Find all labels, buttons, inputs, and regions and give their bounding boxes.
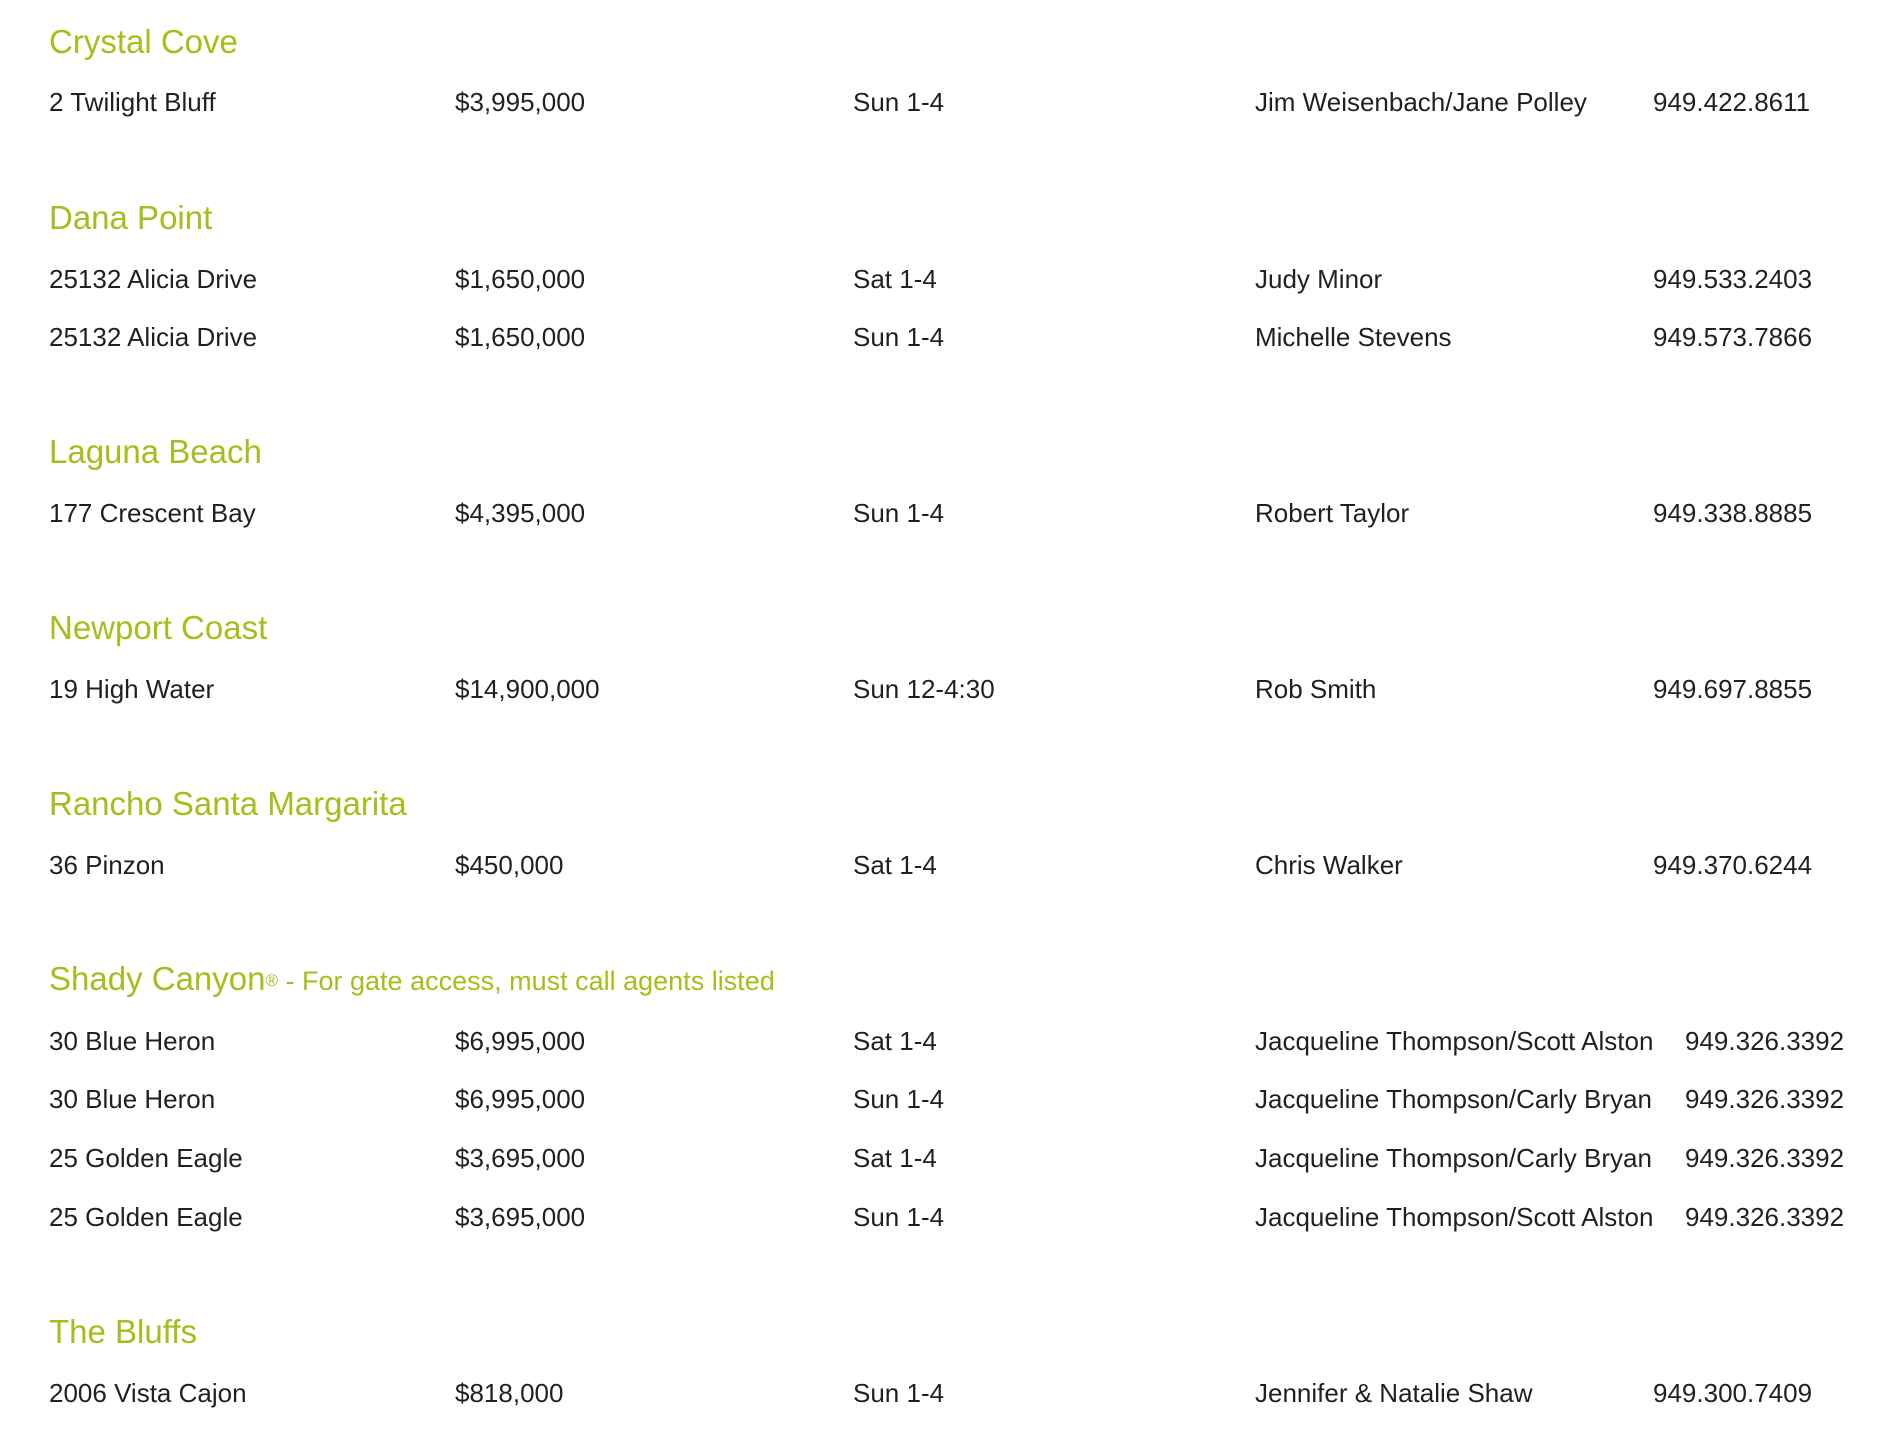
listing-time: Sun 1-4 bbox=[853, 1084, 945, 1114]
listing-row: 25 Golden Eagle $3,695,000 Sun 1-4 Jacqueli… bbox=[0, 1199, 1893, 1235]
listing-row: 36 Pinzon $450,000 Sat 1-4 Chris Walker 949.… bbox=[0, 847, 1893, 883]
listing-agent: Michelle Stevens bbox=[1255, 322, 1452, 352]
listing-time: Sun 1-4 bbox=[853, 322, 945, 352]
listing-row: 25132 Alicia Drive $1,650,000 Sun 1-4 Miche… bbox=[0, 319, 1893, 355]
listing-agent: Jacqueline Thompson/Carly Bryan bbox=[1255, 1143, 1652, 1173]
listing-agent: Jennifer & Natalie Shaw bbox=[1255, 1378, 1533, 1408]
section-title: Rancho Santa Margarita bbox=[49, 785, 407, 822]
listing-address: 36 Pinzon bbox=[49, 850, 165, 880]
listing-time: Sat 1-4 bbox=[853, 850, 937, 880]
listing-address: 19 High Water bbox=[49, 674, 215, 704]
listing-row: 25 Golden Eagle $3,695,000 Sat 1-4 Jacqueli… bbox=[0, 1140, 1893, 1176]
section-heading: The Bluffs bbox=[49, 1312, 197, 1352]
listing-price: $1,650,000 bbox=[455, 264, 586, 294]
section-heading: Rancho Santa Margarita bbox=[49, 784, 407, 824]
section-title: Laguna Beach bbox=[49, 433, 262, 470]
listing-phone: 949.338.8885 bbox=[1653, 498, 1813, 528]
listing-row: 177 Crescent Bay $4,395,000 Sun 1-4 Robert … bbox=[0, 495, 1893, 531]
listing-price: $1,650,000 bbox=[455, 322, 586, 352]
listing-address: 30 Blue Heron bbox=[49, 1026, 216, 1056]
listing-price: $4,395,000 bbox=[455, 498, 586, 528]
listing-price: $6,995,000 bbox=[455, 1026, 586, 1056]
listing-phone: 949.326.3392 bbox=[1685, 1143, 1845, 1173]
listing-address: 25132 Alicia Drive bbox=[49, 322, 258, 352]
listing-phone: 949.422.8611 bbox=[1653, 87, 1811, 117]
listing-agent: Jim Weisenbach/Jane Polley bbox=[1255, 87, 1587, 117]
section-title: Dana Point bbox=[49, 199, 213, 236]
listing-agent: Jacqueline Thompson/Scott Alston bbox=[1255, 1202, 1654, 1232]
section-heading: Shady Canyon® - For gate access, must ca… bbox=[49, 959, 775, 1001]
listing-row: 2 Twilight Bluff $3,995,000 Sun 1-4 Jim Wei… bbox=[0, 84, 1893, 120]
listing-address: 25132 Alicia Drive bbox=[49, 264, 258, 294]
listing-phone: 949.573.7866 bbox=[1653, 322, 1813, 352]
listing-price: $3,995,000 bbox=[455, 87, 586, 117]
listing-address: 2 Twilight Bluff bbox=[49, 87, 216, 117]
listing-time: Sun 1-4 bbox=[853, 87, 945, 117]
section-heading: Laguna Beach bbox=[49, 432, 262, 472]
listing-agent: Robert Taylor bbox=[1255, 498, 1410, 528]
section-note: - For gate access, must call agents list… bbox=[278, 966, 775, 996]
listing-address: 25 Golden Eagle bbox=[49, 1202, 243, 1232]
listing-price: $14,900,000 bbox=[455, 674, 600, 704]
listing-price: $450,000 bbox=[455, 850, 564, 880]
listing-price: $6,995,000 bbox=[455, 1084, 586, 1114]
listing-price: $818,000 bbox=[455, 1378, 564, 1408]
listing-agent: Jacqueline Thompson/Scott Alston bbox=[1255, 1026, 1654, 1056]
listing-address: 25 Golden Eagle bbox=[49, 1143, 243, 1173]
section-heading: Dana Point bbox=[49, 198, 212, 238]
section-title: Shady Canyon bbox=[49, 960, 266, 997]
registered-mark: ® bbox=[265, 971, 279, 990]
listing-agent: Jacqueline Thompson/Carly Bryan bbox=[1255, 1084, 1652, 1114]
listing-time: Sat 1-4 bbox=[853, 1026, 937, 1056]
listing-time: Sun 1-4 bbox=[853, 498, 945, 528]
listing-phone: 949.300.7409 bbox=[1653, 1378, 1813, 1408]
listing-phone: 949.326.3392 bbox=[1685, 1202, 1845, 1232]
listing-phone: 949.326.3392 bbox=[1685, 1026, 1845, 1056]
section-title: The Bluffs bbox=[49, 1313, 197, 1350]
listing-address: 2006 Vista Cajon bbox=[49, 1378, 247, 1408]
listing-time: Sat 1-4 bbox=[853, 1143, 937, 1173]
listing-row: 30 Blue Heron $6,995,000 Sat 1-4 Jacqueline… bbox=[0, 1023, 1893, 1059]
listing-row: 30 Blue Heron $6,995,000 Sun 1-4 Jacqueline… bbox=[0, 1081, 1893, 1117]
section-heading: Newport Coast bbox=[49, 608, 267, 648]
listing-phone: 949.697.8855 bbox=[1653, 674, 1813, 704]
listing-phone: 949.326.3392 bbox=[1685, 1084, 1845, 1114]
listing-time: Sun 12-4:30 bbox=[853, 674, 995, 704]
listing-time: Sun 1-4 bbox=[853, 1378, 945, 1408]
listing-row: 2006 Vista Cajon $818,000 Sun 1-4 Jennifer … bbox=[0, 1375, 1893, 1411]
section-title: Crystal Cove bbox=[49, 23, 238, 60]
listing-row: 19 High Water $14,900,000 Sun 12-4:30 Rob S… bbox=[0, 671, 1893, 707]
section-heading: Crystal Cove bbox=[49, 22, 238, 62]
listing-address: 30 Blue Heron bbox=[49, 1084, 216, 1114]
listing-agent: Chris Walker bbox=[1255, 850, 1403, 880]
listing-time: Sat 1-4 bbox=[853, 264, 937, 294]
listing-phone: 949.370.6244 bbox=[1653, 850, 1813, 880]
listing-price: $3,695,000 bbox=[455, 1202, 586, 1232]
listing-agent: Rob Smith bbox=[1255, 674, 1377, 704]
listing-time: Sun 1-4 bbox=[853, 1202, 945, 1232]
listing-price: $3,695,000 bbox=[455, 1143, 586, 1173]
listing-agent: Judy Minor bbox=[1255, 264, 1383, 294]
listing-address: 177 Crescent Bay bbox=[49, 498, 256, 528]
section-title: Newport Coast bbox=[49, 609, 268, 646]
listing-phone: 949.533.2403 bbox=[1653, 264, 1813, 294]
listing-row: 25132 Alicia Drive $1,650,000 Sat 1-4 Judy … bbox=[0, 261, 1893, 297]
